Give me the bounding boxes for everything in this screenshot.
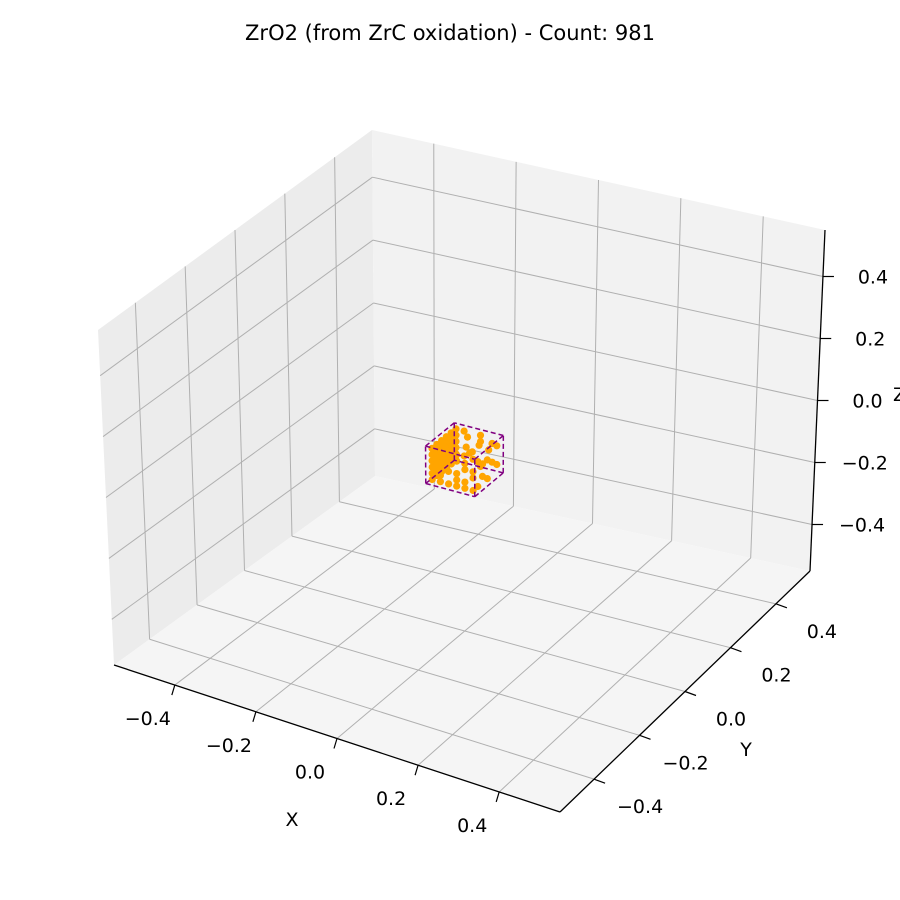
gridline-y xyxy=(149,638,595,780)
z-tick-label: 0.2 xyxy=(855,329,885,351)
scatter-point xyxy=(460,452,468,460)
bounding-box-edge xyxy=(425,459,455,485)
x-tick-label: 0.0 xyxy=(295,762,325,784)
gridline-z xyxy=(111,428,375,620)
x-tick-mark xyxy=(414,765,419,776)
grid-lines xyxy=(99,143,824,793)
y-tick-label: 0.0 xyxy=(716,709,746,731)
x-tick-label: 0.4 xyxy=(457,815,487,837)
x-tick-label: 0.2 xyxy=(376,788,406,810)
scatter-point xyxy=(485,446,493,454)
scatter-point xyxy=(433,440,441,449)
y-tick-mark xyxy=(639,734,651,740)
scatter-point xyxy=(476,462,485,471)
bounding-box-edge xyxy=(474,472,504,498)
gridline-y xyxy=(291,535,731,649)
x-axis-label: X xyxy=(285,809,298,831)
scatter-point xyxy=(493,460,501,469)
scatter-point xyxy=(452,425,460,433)
x-tick-mark xyxy=(333,738,338,749)
z-tick-label: −0.2 xyxy=(842,453,888,475)
y-tick-mark xyxy=(730,647,742,653)
scatter-points xyxy=(428,425,501,495)
x-tick-label: −0.4 xyxy=(125,708,171,730)
bounding-box xyxy=(424,422,505,498)
scatter-point xyxy=(460,427,468,435)
scatter-point xyxy=(451,435,459,443)
y-tick-mark xyxy=(593,778,606,784)
bounding-box-edge xyxy=(425,445,475,461)
scatter-point xyxy=(462,443,470,451)
scatter-point xyxy=(476,437,485,446)
x-tick-mark xyxy=(252,711,257,722)
scatter-point xyxy=(474,482,482,491)
pane-back-left xyxy=(98,130,375,665)
scatter-point xyxy=(442,433,450,441)
gridline-z xyxy=(99,176,373,377)
scatter-point xyxy=(468,448,476,456)
scatter-point xyxy=(436,478,444,486)
scatter-point xyxy=(433,459,441,467)
gridline-y xyxy=(339,501,777,605)
gridline-z xyxy=(102,239,374,437)
scatter-point xyxy=(449,445,457,453)
z-tick-label: 0.4 xyxy=(858,267,888,289)
gridline-z xyxy=(108,365,375,559)
gridline-z xyxy=(372,239,821,339)
z-tick-label: −0.4 xyxy=(839,515,885,537)
y-tick-label: 0.4 xyxy=(807,621,837,643)
scatter-point xyxy=(461,466,469,474)
z-axis-label: Z xyxy=(893,384,900,406)
y-tick-mark xyxy=(775,603,788,609)
y-tick-label: −0.2 xyxy=(662,752,708,774)
gridline-z xyxy=(105,302,374,498)
x-tick-mark xyxy=(171,684,176,696)
pane-floor xyxy=(114,476,810,812)
gridline-y xyxy=(244,570,686,692)
bounding-box-edge xyxy=(454,422,504,437)
y-tick-label: −0.4 xyxy=(617,796,663,818)
scatter-point xyxy=(453,482,461,490)
chart-title: ZrO2 (from ZrC oxidation) - Count: 981 xyxy=(245,21,655,45)
gridline-y xyxy=(196,604,640,736)
scatter-point xyxy=(461,459,469,467)
bounding-box-edge xyxy=(425,482,475,498)
z-tick-label: 0.0 xyxy=(852,391,882,413)
y-tick-mark xyxy=(684,690,697,697)
axis-labels: X Y Z xyxy=(285,384,900,831)
bounding-box-edge xyxy=(474,434,504,460)
scatter-point xyxy=(433,453,441,461)
scatter-point xyxy=(445,480,453,488)
x-tick-label: −0.2 xyxy=(206,735,252,757)
gridline-z xyxy=(373,302,818,401)
axis-ticks: −0.4 −0.2 0.0 0.2 0.4 −0.4 −0.2 0.0 0.2 0.4 −0.4 −0… xyxy=(125,267,888,837)
scatter-point xyxy=(469,468,477,476)
bounding-box-edge xyxy=(425,422,455,447)
scatter-point xyxy=(447,429,455,437)
scatter-point xyxy=(441,443,449,451)
scatter-point xyxy=(461,484,469,492)
scatter-point xyxy=(461,478,469,486)
y-tick-label: 0.2 xyxy=(761,665,791,687)
y-axis-label: Y xyxy=(739,739,752,761)
scatter-point xyxy=(476,431,485,439)
scatter-point xyxy=(469,474,477,482)
scatter-point xyxy=(483,475,491,483)
scatter-point xyxy=(463,433,472,441)
gridline-z xyxy=(372,176,824,277)
bounding-box-edge xyxy=(454,459,504,474)
x-tick-mark xyxy=(495,791,500,803)
scatter-point xyxy=(453,476,461,484)
gridline-z xyxy=(373,365,815,463)
scatter-point xyxy=(453,470,461,478)
scatter-point xyxy=(488,439,496,448)
scatter-point xyxy=(438,437,446,445)
